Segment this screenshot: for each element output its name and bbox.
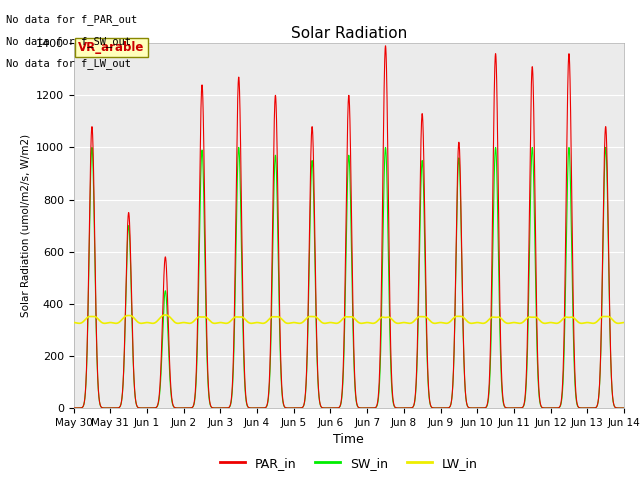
Title: Solar Radiation: Solar Radiation — [291, 25, 407, 41]
X-axis label: Time: Time — [333, 433, 364, 446]
Text: No data for f_PAR_out: No data for f_PAR_out — [6, 14, 138, 25]
Legend: PAR_in, SW_in, LW_in: PAR_in, SW_in, LW_in — [215, 452, 483, 475]
Text: No data for f_SW_out: No data for f_SW_out — [6, 36, 131, 47]
Text: No data for f_LW_out: No data for f_LW_out — [6, 58, 131, 69]
Y-axis label: Solar Radiation (umol/m2/s, W/m2): Solar Radiation (umol/m2/s, W/m2) — [20, 134, 30, 317]
Text: VR_arable: VR_arable — [78, 41, 145, 54]
